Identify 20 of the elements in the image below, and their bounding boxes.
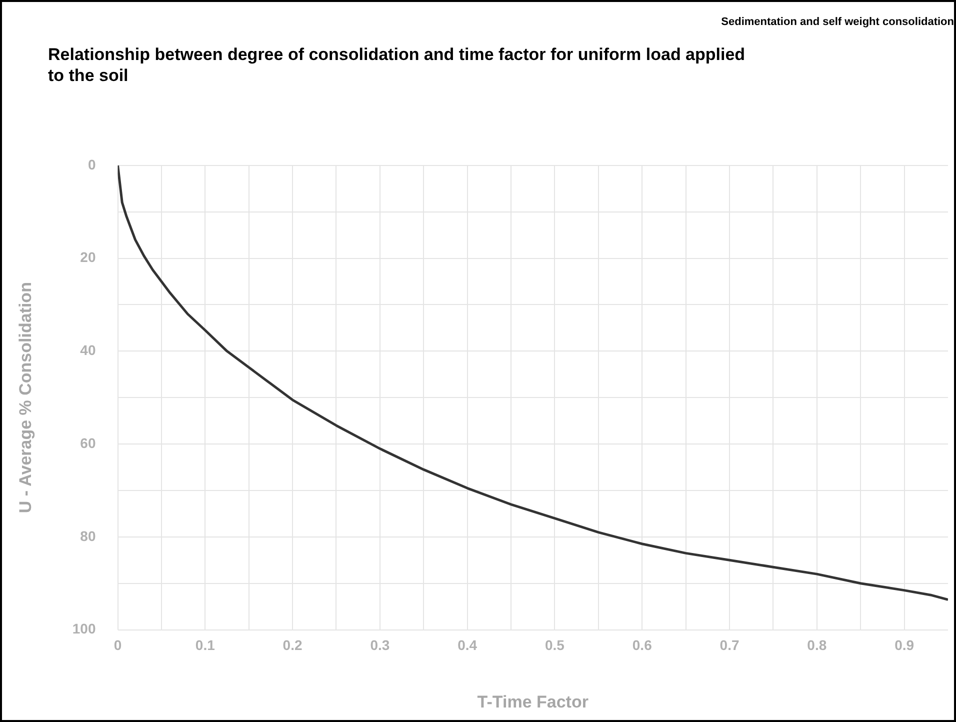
x-tick-label: 0 <box>114 637 122 654</box>
y-tick-label: 60 <box>80 434 96 451</box>
chart-title: Relationship between degree of consolidation and time factor for uniform load applied to the soil <box>48 44 746 86</box>
y-tick-label: 100 <box>72 620 96 637</box>
x-tick-label: 0.3 <box>370 637 390 654</box>
x-tick-label: 0.5 <box>544 637 565 654</box>
text: Sedimentation and self weight consolidation <box>721 16 954 28</box>
x-tick-label: 0.6 <box>632 637 652 654</box>
y-tick-label: 40 <box>80 342 96 358</box>
y-tick-label: 80 <box>80 528 96 544</box>
x-tick-label: 0.2 <box>282 637 302 654</box>
x-tick-label: 0.7 <box>720 637 740 654</box>
y-axis-title: U - Average % Consolidation <box>16 282 35 514</box>
y-tick-label: 20 <box>80 249 96 266</box>
x-tick-label: 0.8 <box>807 637 827 654</box>
x-tick-label: 0.4 <box>458 637 478 654</box>
x-axis-title: T-Time Factor <box>477 692 589 712</box>
y-tick-label: 0 <box>88 156 96 172</box>
x-tick-label: 0.9 <box>894 637 914 654</box>
x-tick-label: 0.1 <box>195 637 216 654</box>
